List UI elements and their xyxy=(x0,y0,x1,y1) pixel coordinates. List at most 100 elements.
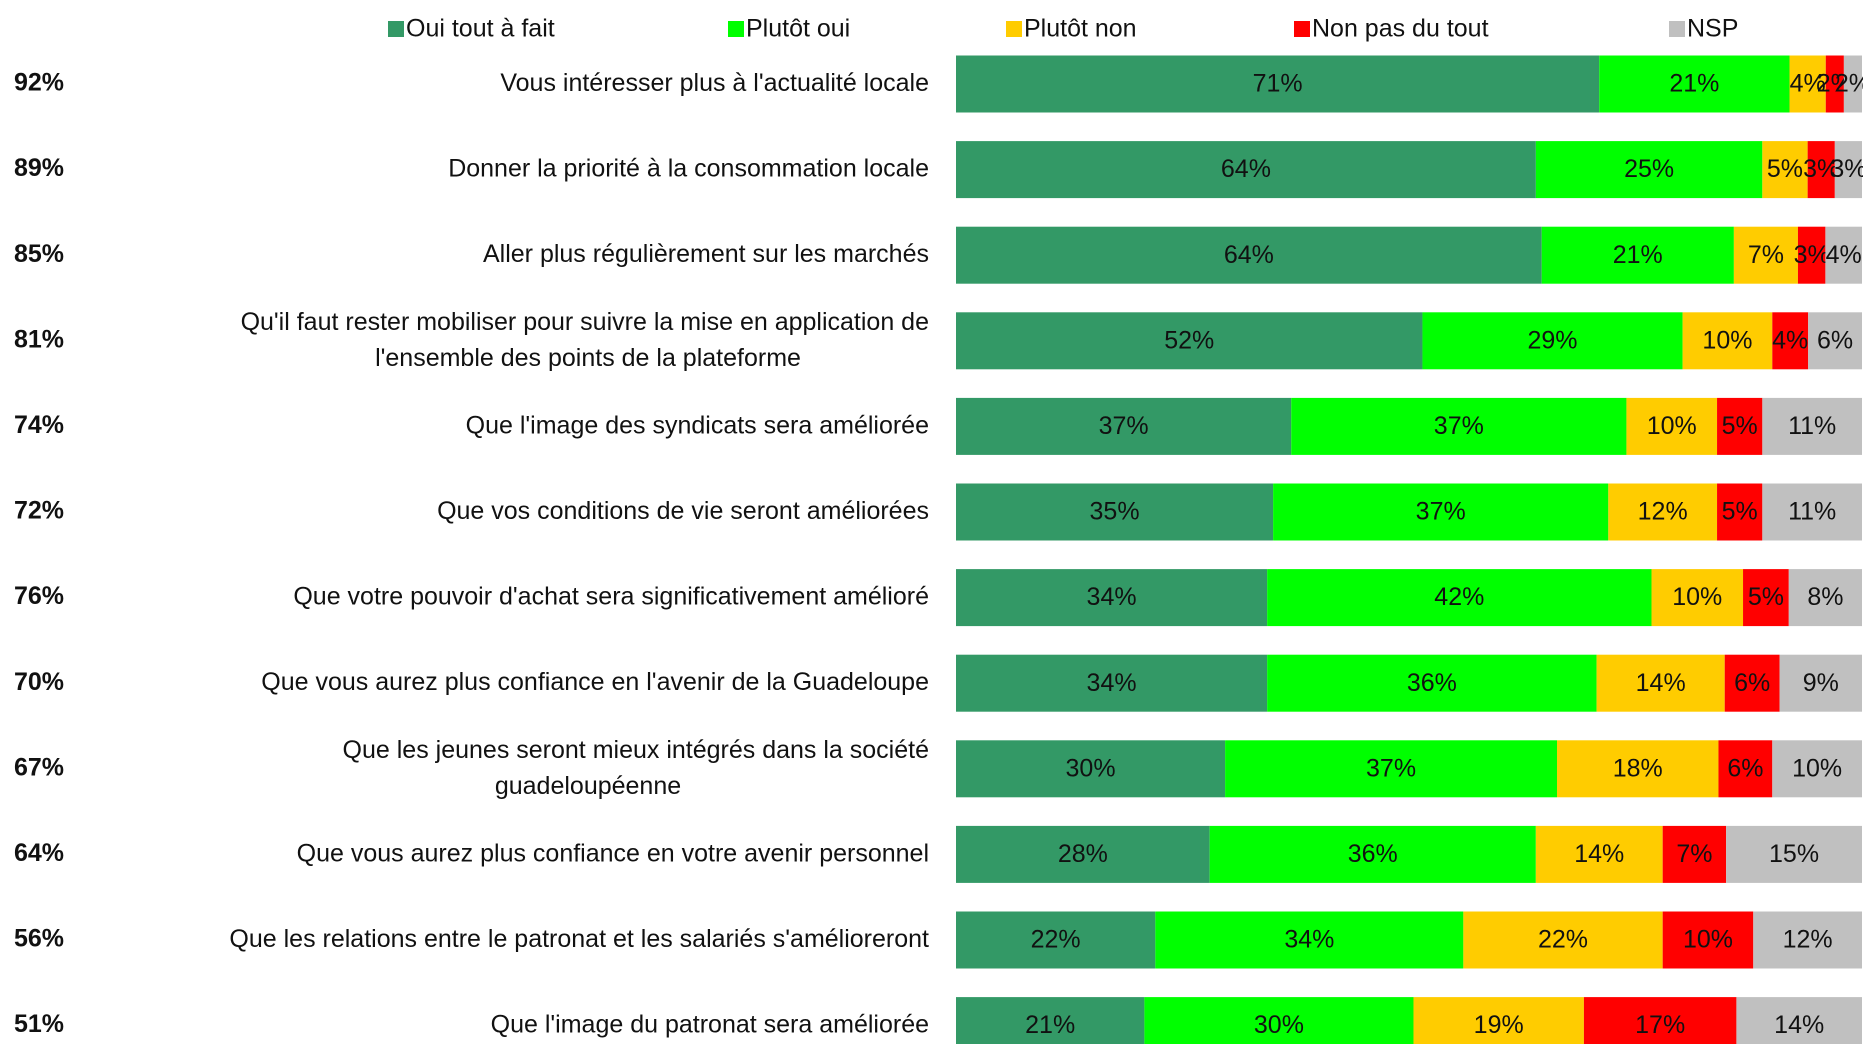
value-label: 37% xyxy=(1099,412,1149,440)
value-label: 3% xyxy=(1803,155,1839,183)
category-line: Aller plus régulièrement sur les marchés xyxy=(483,240,929,268)
bar-segment xyxy=(1789,55,1826,113)
bar-segment xyxy=(1736,997,1862,1044)
value-label: 4% xyxy=(1790,70,1826,98)
value-label: 10% xyxy=(1647,412,1697,440)
value-label: 4% xyxy=(1826,241,1862,269)
value-label: 2% xyxy=(1835,70,1863,98)
bar-segment xyxy=(1413,997,1584,1044)
bar-segment xyxy=(956,397,1292,455)
bar-segment xyxy=(956,226,1542,284)
bar-segment xyxy=(1267,654,1597,712)
category-line: Que votre pouvoir d'achat sera significa… xyxy=(293,582,929,610)
category-line: Qu'il faut rester mobiliser pour suivre … xyxy=(241,307,929,335)
category-line: Donner la priorité à la consommation loc… xyxy=(448,154,929,182)
value-label: 11% xyxy=(1788,498,1836,526)
value-label: 5% xyxy=(1767,155,1803,183)
category-line: Que vous aurez plus confiance en votre a… xyxy=(297,839,929,867)
total-label: 64% xyxy=(14,839,64,867)
bar-segment xyxy=(1535,141,1763,199)
value-label: 37% xyxy=(1416,498,1466,526)
total-label: 85% xyxy=(14,240,64,268)
value-label: 71% xyxy=(1253,70,1303,98)
category-line: Que vous aurez plus confiance en l'aveni… xyxy=(261,668,929,696)
value-label: 29% xyxy=(1528,326,1578,354)
category-label: Que vos conditions de vie seront amélior… xyxy=(437,497,929,525)
legend-swatch xyxy=(1006,21,1022,37)
bar-segment xyxy=(1762,397,1862,455)
total-label: 51% xyxy=(14,1010,64,1038)
bar-segment xyxy=(1273,483,1609,541)
bar-segment xyxy=(956,141,1536,199)
bar-segment xyxy=(956,312,1423,370)
value-label: 6% xyxy=(1817,326,1853,354)
bar-segment xyxy=(1144,997,1414,1044)
legend-label: Plutôt non xyxy=(1024,15,1137,43)
total-label: 74% xyxy=(14,411,64,439)
bar-segment xyxy=(1596,654,1725,712)
value-label: 5% xyxy=(1722,498,1758,526)
bar-segment xyxy=(956,483,1274,541)
bar-segment xyxy=(1155,911,1464,969)
value-label: 22% xyxy=(1538,926,1588,954)
category-label: Qu'il faut rester mobiliser pour suivre … xyxy=(241,307,929,371)
bar-segment xyxy=(1762,483,1862,541)
bar-segment xyxy=(1267,569,1652,627)
bar-segment xyxy=(1733,226,1798,284)
bar-segment xyxy=(1772,312,1809,370)
value-label: 34% xyxy=(1087,669,1137,697)
bar-segment xyxy=(1662,825,1727,883)
total-label: 72% xyxy=(14,497,64,525)
bar-segment xyxy=(1772,740,1862,798)
category-label: Aller plus régulièrement sur les marchés xyxy=(483,240,929,268)
bar-segment xyxy=(1762,141,1808,199)
bar-segment xyxy=(956,740,1226,798)
value-label: 12% xyxy=(1638,498,1688,526)
category-label: Que vous aurez plus confiance en l'aveni… xyxy=(261,668,929,696)
legend-label: NSP xyxy=(1687,15,1738,43)
bar-segment xyxy=(1682,312,1773,370)
bar-segment xyxy=(1599,55,1790,113)
total-label: 92% xyxy=(14,69,64,97)
bar-segment xyxy=(1717,397,1763,455)
bar-segment xyxy=(956,569,1268,627)
category-label: Que les jeunes seront mieux intégrés dan… xyxy=(343,735,929,799)
category-line: Que l'image des syndicats sera améliorée xyxy=(466,411,929,439)
value-label: 64% xyxy=(1221,155,1271,183)
value-label: 30% xyxy=(1066,754,1116,782)
bar-segment xyxy=(1717,483,1763,541)
legend-swatch xyxy=(728,21,744,37)
category-label: Que l'image des syndicats sera améliorée xyxy=(466,411,929,439)
legend-label: Oui tout à fait xyxy=(406,15,555,43)
bar-segment xyxy=(1608,483,1718,541)
value-label: 6% xyxy=(1727,754,1763,782)
value-label: 14% xyxy=(1774,1011,1824,1039)
value-label: 8% xyxy=(1807,583,1843,611)
value-label: 21% xyxy=(1025,1011,1075,1039)
bar-segment xyxy=(1743,569,1789,627)
bar-segment xyxy=(1808,312,1862,370)
bar-segment xyxy=(1825,226,1862,284)
value-label: 11% xyxy=(1788,412,1836,440)
value-label: 5% xyxy=(1722,412,1758,440)
category-line: Vous intéresser plus à l'actualité local… xyxy=(500,69,929,97)
legend-label: Plutôt oui xyxy=(746,15,850,43)
value-label: 30% xyxy=(1254,1011,1304,1039)
bar-segment xyxy=(1753,911,1862,969)
value-label: 7% xyxy=(1748,241,1784,269)
bar-segment xyxy=(1724,654,1780,712)
value-label: 34% xyxy=(1087,583,1137,611)
bar-segment xyxy=(1834,141,1862,199)
value-label: 52% xyxy=(1164,326,1214,354)
value-label: 14% xyxy=(1574,840,1624,868)
value-label: 36% xyxy=(1407,669,1457,697)
value-label: 12% xyxy=(1783,926,1833,954)
value-label: 5% xyxy=(1748,583,1784,611)
category-line: Que les jeunes seront mieux intégrés dan… xyxy=(343,735,929,763)
value-label: 10% xyxy=(1683,926,1733,954)
category-line: Que les relations entre le patronat et l… xyxy=(229,925,929,953)
bar-segment xyxy=(1291,397,1627,455)
bar-segment xyxy=(1788,569,1862,627)
value-label: 4% xyxy=(1772,326,1808,354)
